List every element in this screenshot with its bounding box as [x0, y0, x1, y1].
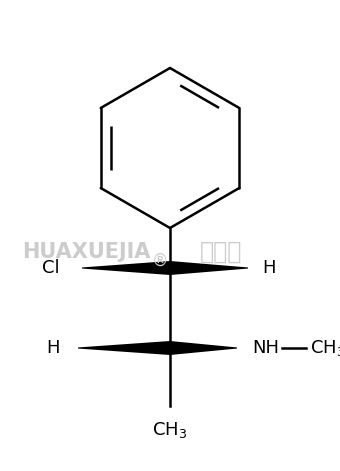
Text: CH$_3$: CH$_3$: [152, 420, 188, 440]
Text: HUAXUEJIA: HUAXUEJIA: [22, 242, 150, 262]
Text: 化学加: 化学加: [200, 240, 242, 264]
Polygon shape: [170, 261, 248, 275]
Polygon shape: [78, 341, 170, 355]
Text: H: H: [262, 259, 275, 277]
Text: H: H: [47, 339, 60, 357]
Text: Cl: Cl: [42, 259, 60, 277]
Polygon shape: [170, 341, 237, 355]
Polygon shape: [82, 261, 170, 275]
Text: NH: NH: [252, 339, 279, 357]
Text: ®: ®: [152, 252, 169, 270]
Text: CH$_3$: CH$_3$: [310, 338, 340, 358]
